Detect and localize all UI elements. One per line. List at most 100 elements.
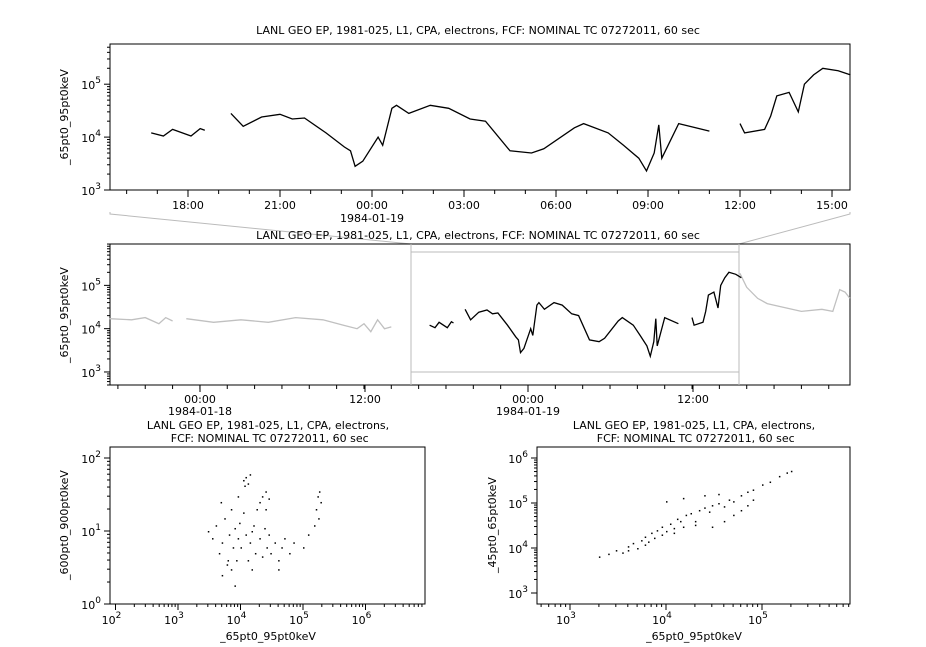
x-tick-label: 102: [102, 611, 122, 627]
x-tick-label: 105: [748, 611, 768, 627]
scatter-point: [704, 507, 706, 509]
y-tick-label: 106: [508, 450, 528, 466]
scatter-point: [673, 532, 676, 535]
x-tick-label: 104: [227, 611, 247, 627]
scatter-point: [627, 550, 630, 552]
scatter-point: [218, 552, 221, 555]
scatter-point: [673, 527, 676, 530]
scatter-point: [253, 525, 255, 527]
scatter-point: [318, 518, 320, 520]
scatter-point: [270, 552, 272, 555]
scatter-point: [278, 569, 280, 571]
scatter-point: [234, 527, 236, 530]
data-line: [151, 67, 851, 173]
scatter-point: [265, 509, 267, 511]
scatter-point: [728, 499, 731, 501]
x-tick-label: 106: [352, 611, 372, 627]
scatter-point: [666, 501, 668, 503]
x-tick-label: 09:00: [632, 199, 664, 212]
scatter-point: [265, 491, 267, 493]
scatter-point: [221, 574, 224, 577]
scatter-point: [632, 542, 635, 545]
scatter-point: [239, 522, 241, 525]
x-tick-label: 103: [164, 611, 184, 627]
scatter-point: [212, 538, 214, 540]
x-tick-label: 18:00: [172, 199, 204, 212]
y-tick-label: 101: [81, 523, 101, 539]
scatter-point: [251, 569, 254, 571]
scatter-point: [752, 489, 755, 491]
scatter-point: [251, 531, 254, 533]
y-axis-label: _600pt0_900pt0keV: [58, 470, 71, 581]
scatter-point: [615, 550, 618, 552]
chart-title: LANL GEO EP, 1981-025, L1, CPA, electron…: [147, 419, 389, 445]
x-tick-label: 00:00: [356, 199, 388, 212]
x-tick-label: 104: [652, 611, 672, 627]
scatter-point: [786, 472, 789, 474]
zoom-window: [410, 251, 740, 373]
scatter-point: [685, 514, 688, 517]
scatter-point: [608, 553, 610, 556]
x-tick-label: 12:00: [677, 393, 709, 406]
scatter-point: [207, 531, 210, 533]
scatter-point: [747, 505, 749, 507]
scatter-point: [317, 496, 319, 498]
scatter-point: [654, 537, 656, 540]
scatter-point: [648, 541, 650, 543]
scatter-point: [320, 501, 322, 504]
scatter-point: [318, 491, 321, 493]
scatter-point: [752, 499, 755, 501]
scatter-point: [245, 476, 247, 479]
scatter-point: [669, 523, 672, 526]
scatter-point: [651, 532, 653, 535]
scatter-point: [314, 525, 316, 527]
context-line: [109, 273, 851, 333]
scatter-point: [598, 556, 601, 558]
scatter-point: [747, 491, 749, 494]
scatter-point: [220, 501, 223, 504]
scatter-point: [694, 520, 697, 523]
scatter-point: [293, 542, 295, 544]
scatter-point: [711, 505, 714, 507]
scatter-point: [698, 509, 701, 512]
scatter-point: [644, 544, 647, 546]
scatter-point: [641, 540, 643, 542]
y-tick-label: 103: [81, 182, 101, 198]
plot-area: [109, 446, 426, 605]
plot-area: [109, 43, 851, 191]
y-tick-label: 100: [81, 596, 101, 612]
scatter-point: [622, 552, 624, 554]
y-axis-label: _45pt0_65pt0keV: [486, 477, 499, 574]
y-tick-label: 104: [81, 321, 101, 337]
scatter-point: [778, 475, 781, 478]
scatter-point: [259, 501, 261, 504]
scatter-point: [256, 509, 258, 511]
y-tick-label: 105: [81, 76, 101, 92]
scatter-point: [315, 509, 318, 511]
scatter-point: [740, 509, 743, 512]
x-tick-label: 03:00: [448, 199, 480, 212]
plot-area: [536, 446, 851, 605]
scatter-point: [740, 495, 743, 497]
scatter-point: [711, 526, 714, 529]
scatter-point: [637, 548, 639, 550]
scatter-point: [769, 481, 772, 484]
scatter-point: [228, 534, 231, 536]
scatter-point: [682, 497, 685, 500]
scatter-point: [240, 547, 242, 549]
y-tick-label: 103: [81, 364, 101, 380]
scatter-point: [694, 524, 697, 527]
scatter-point: [718, 493, 720, 496]
scatter-point: [762, 484, 764, 486]
scatter-point: [307, 534, 310, 536]
scatter-point: [243, 512, 245, 514]
scatter-point: [289, 552, 291, 555]
scatter-point: [215, 525, 218, 527]
x-tick-label: 00:00: [512, 393, 544, 406]
scatter-point: [303, 547, 305, 549]
x-tick-label: 105: [289, 611, 309, 627]
y-axis-label: _65pt0_95pt0keV: [58, 69, 71, 166]
zoom-connector: [109, 212, 412, 245]
x-tick-label: 15:00: [816, 199, 848, 212]
scatter-point: [281, 547, 283, 549]
